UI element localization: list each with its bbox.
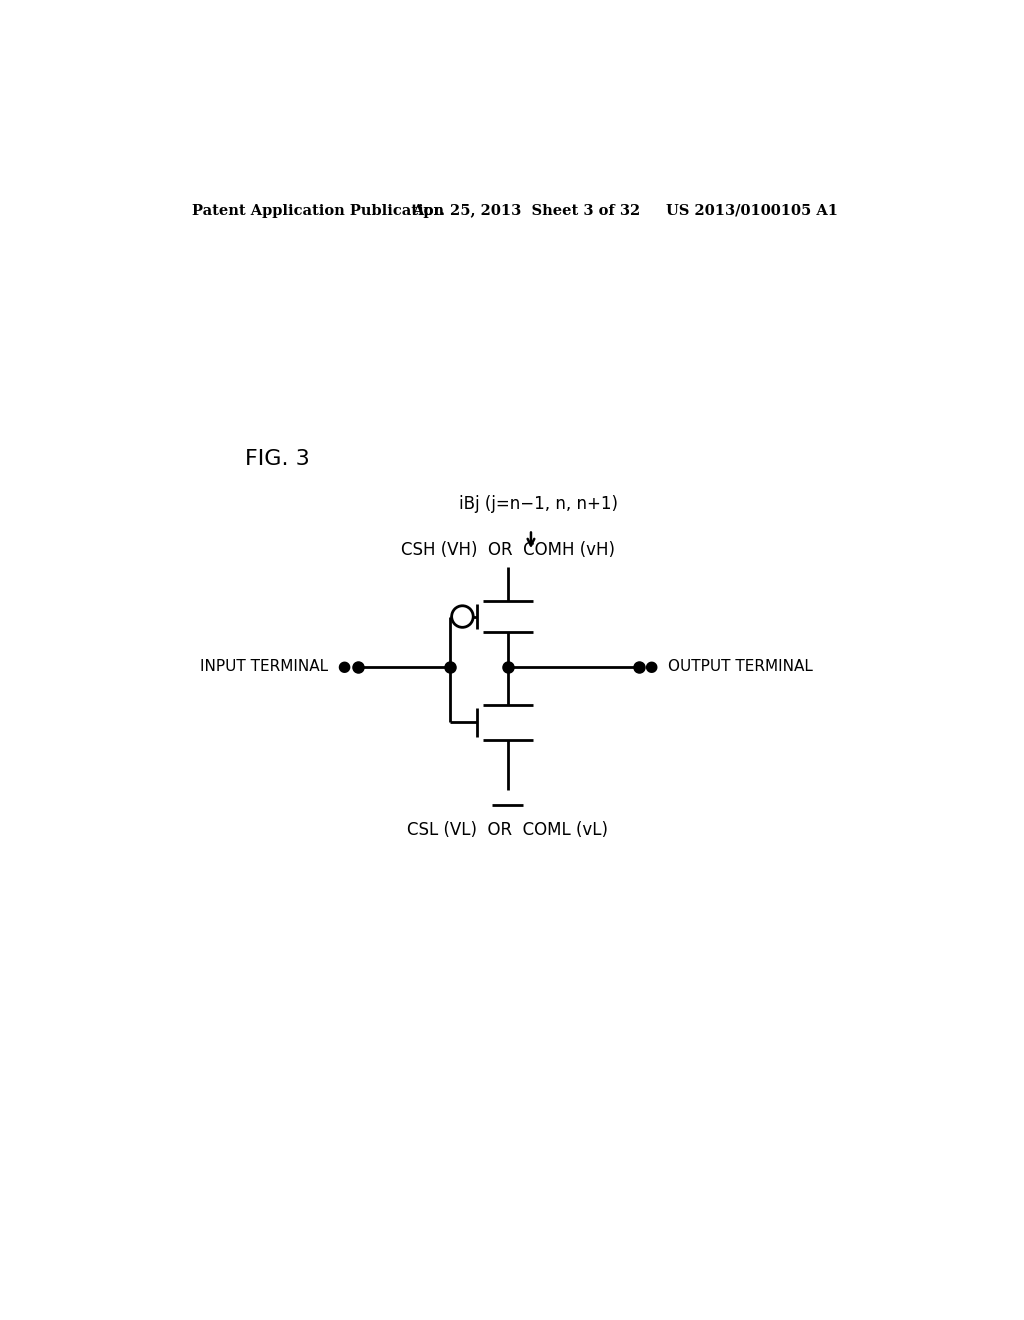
Text: FIG. 3: FIG. 3 — [245, 449, 309, 469]
Text: Patent Application Publication: Patent Application Publication — [193, 203, 444, 218]
Text: Apr. 25, 2013  Sheet 3 of 32: Apr. 25, 2013 Sheet 3 of 32 — [412, 203, 640, 218]
Text: ●  OUTPUT TERMINAL: ● OUTPUT TERMINAL — [645, 659, 813, 675]
Text: iBj (j=n−1, n, n+1): iBj (j=n−1, n, n+1) — [459, 495, 618, 512]
Text: CSL (VL)  OR  COML (vL): CSL (VL) OR COML (vL) — [408, 821, 608, 838]
Text: US 2013/0100105 A1: US 2013/0100105 A1 — [666, 203, 838, 218]
Text: INPUT TERMINAL  ●: INPUT TERMINAL ● — [201, 659, 351, 675]
Text: CSH (VH)  OR  COMH (vH): CSH (VH) OR COMH (vH) — [400, 541, 614, 558]
